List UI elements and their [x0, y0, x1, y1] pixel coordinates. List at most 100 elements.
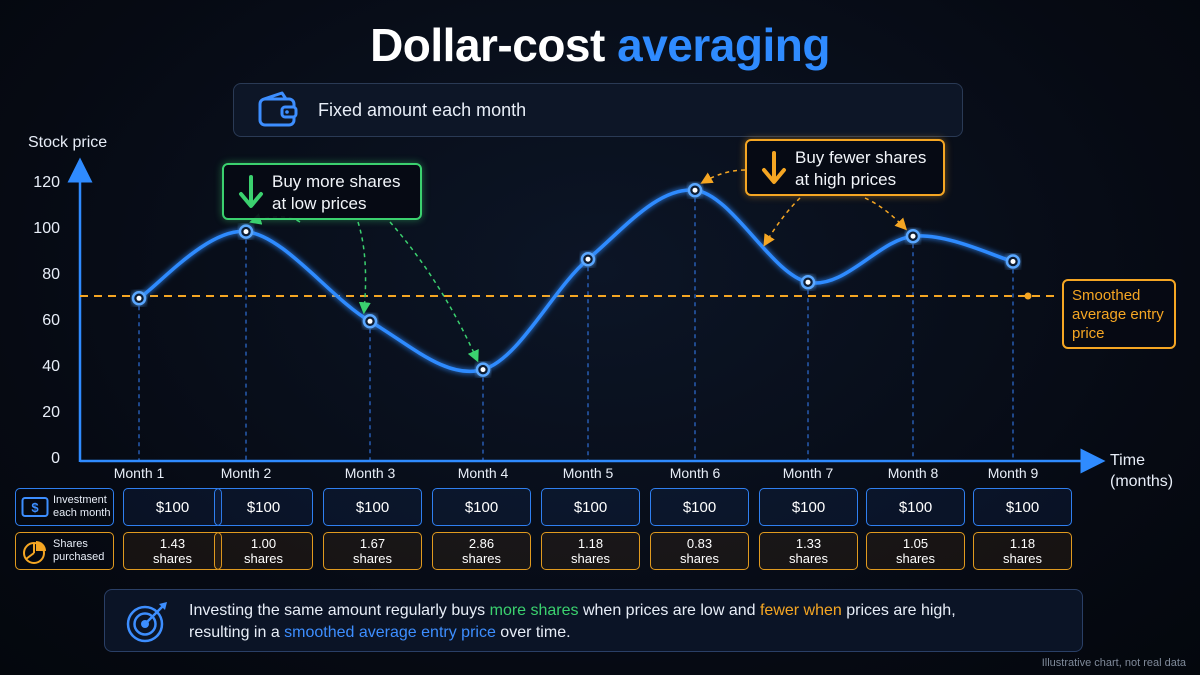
y-tick-label: 120	[33, 174, 60, 191]
summary-part-5: over time.	[495, 624, 571, 641]
investment-cell: $100	[973, 488, 1072, 526]
shares-value: 1.00	[250, 536, 277, 551]
x-tick-label: Month 5	[563, 465, 614, 481]
x-axis-label: Time (months)	[1110, 450, 1173, 492]
y-tick-label: 0	[51, 450, 60, 467]
high-callout-pointer	[700, 169, 746, 184]
shares-unit: shares	[243, 551, 284, 566]
average-price-dot	[1024, 292, 1032, 300]
shares-value: 1.67	[359, 536, 386, 551]
investment-cell: $100	[323, 488, 422, 526]
shares-unit: shares	[461, 551, 502, 566]
price-point-center	[480, 367, 486, 373]
high-callout-line-1: Buy fewer shares	[795, 148, 927, 167]
y-tick-label: 20	[42, 404, 60, 421]
y-axis-label: Stock price	[28, 134, 108, 151]
shares-cell: 1.43 shares	[123, 532, 222, 570]
shares-cell: 1.67 shares	[323, 532, 422, 570]
shares-value: 1.18	[577, 536, 604, 551]
summary-text: Investing the same amount regularly buys…	[189, 600, 956, 644]
dollar-bill-icon: $	[21, 497, 49, 517]
x-tick-label: Month 7	[783, 465, 834, 481]
low-callout-pointer	[249, 213, 301, 225]
average-entry-label: Smoothed average entry price	[1062, 279, 1176, 349]
shares-cell: 1.18 shares	[973, 532, 1072, 570]
x-tick-label: Month 4	[458, 465, 509, 481]
shares-cell: 0.83 shares	[650, 532, 749, 570]
shares-unit: shares	[152, 551, 193, 566]
title-main: Dollar-cost	[370, 19, 605, 71]
pie-chart-icon	[23, 541, 46, 564]
summary-part-2: when prices are low and	[578, 602, 760, 619]
shares-unit: shares	[352, 551, 393, 566]
shares-value: 2.86	[468, 536, 495, 551]
shares-unit: shares	[570, 551, 611, 566]
down-arrow-icon	[762, 151, 786, 184]
price-point-center	[367, 318, 373, 324]
high-price-callout: Buy fewer shares at high prices	[745, 139, 945, 196]
shares-unit: shares	[895, 551, 936, 566]
investment-cell: $100	[432, 488, 531, 526]
fixed-amount-banner: Fixed amount each month	[233, 83, 963, 137]
shares-row-label: Shares purchased	[15, 532, 114, 570]
target-icon	[126, 602, 167, 643]
shares-value: 1.05	[902, 536, 929, 551]
shares-unit: shares	[788, 551, 829, 566]
x-tick-label: Month 2	[221, 465, 272, 481]
investment-cell: $100	[759, 488, 858, 526]
x-axis-label-line-1: Time	[1110, 452, 1145, 469]
x-tick-labels: Month 1 Month 2 Month 3 Month 4 Month 5 Month…	[114, 465, 1039, 481]
summary-part-1: Investing the same amount regularly buys	[189, 602, 490, 619]
shares-value: 1.18	[1009, 536, 1036, 551]
price-point-center	[910, 233, 916, 239]
shares-label-line-2: purchased	[53, 551, 105, 563]
price-point-center	[585, 256, 591, 262]
x-tick-label: Month 9	[988, 465, 1039, 481]
svg-text:$: $	[31, 500, 39, 515]
summary-highlight-fewer: fewer when	[759, 602, 842, 619]
low-callout-line-1: Buy more shares	[272, 172, 401, 191]
shares-value: 0.83	[686, 536, 713, 551]
y-tick-label: 60	[42, 312, 60, 329]
investment-cell: $100	[214, 488, 313, 526]
high-callout-pointer	[763, 197, 801, 247]
x-tick-label: Month 1	[114, 465, 165, 481]
investment-cell: $100	[650, 488, 749, 526]
price-point-center	[1010, 259, 1016, 264]
summary-part-3: prices are high,	[841, 602, 956, 619]
down-arrow-icon	[239, 175, 263, 208]
investment-cell: $100	[541, 488, 640, 526]
shares-value: 1.33	[795, 536, 822, 551]
investment-label-line-2: each month	[53, 507, 111, 519]
y-tick-label: 100	[33, 220, 60, 237]
y-tick-label: 40	[42, 358, 60, 375]
page-title: Dollar-cost averaging	[0, 18, 1200, 72]
price-points	[131, 182, 1021, 377]
low-callout-pointer	[357, 221, 371, 315]
x-tick-label: Month 3	[345, 465, 396, 481]
shares-cell: 1.00 shares	[214, 532, 313, 570]
drop-lines	[138, 190, 1014, 460]
high-callout-pointer	[864, 197, 908, 231]
title-accent: averaging	[617, 19, 830, 71]
summary-box: Investing the same amount regularly buys…	[104, 589, 1083, 652]
shares-value: 1.43	[159, 536, 186, 551]
x-axis-label-line-2: (months)	[1110, 473, 1174, 490]
high-callout-line-2: at high prices	[795, 170, 897, 189]
y-tick-labels: 0 20 40 60 80 100 120	[33, 174, 60, 467]
callout-pointers	[249, 169, 908, 363]
footnote: Illustrative chart, not real data	[1041, 657, 1186, 669]
summary-highlight-smoothed: smoothed average entry price	[284, 624, 496, 641]
shares-unit: shares	[679, 551, 720, 566]
price-point-center	[243, 229, 249, 235]
shares-label-line-1: Shares	[53, 538, 88, 550]
price-point-center	[692, 187, 698, 193]
low-callout-pointer	[389, 221, 479, 363]
price-point-center	[136, 295, 142, 301]
shares-unit: shares	[1002, 551, 1043, 566]
wallet-icon	[258, 91, 298, 127]
low-price-callout: Buy more shares at low prices	[222, 163, 422, 220]
summary-part-4: resulting in a	[189, 624, 285, 641]
price-point-center	[805, 279, 811, 285]
shares-cell: 1.18 shares	[541, 532, 640, 570]
